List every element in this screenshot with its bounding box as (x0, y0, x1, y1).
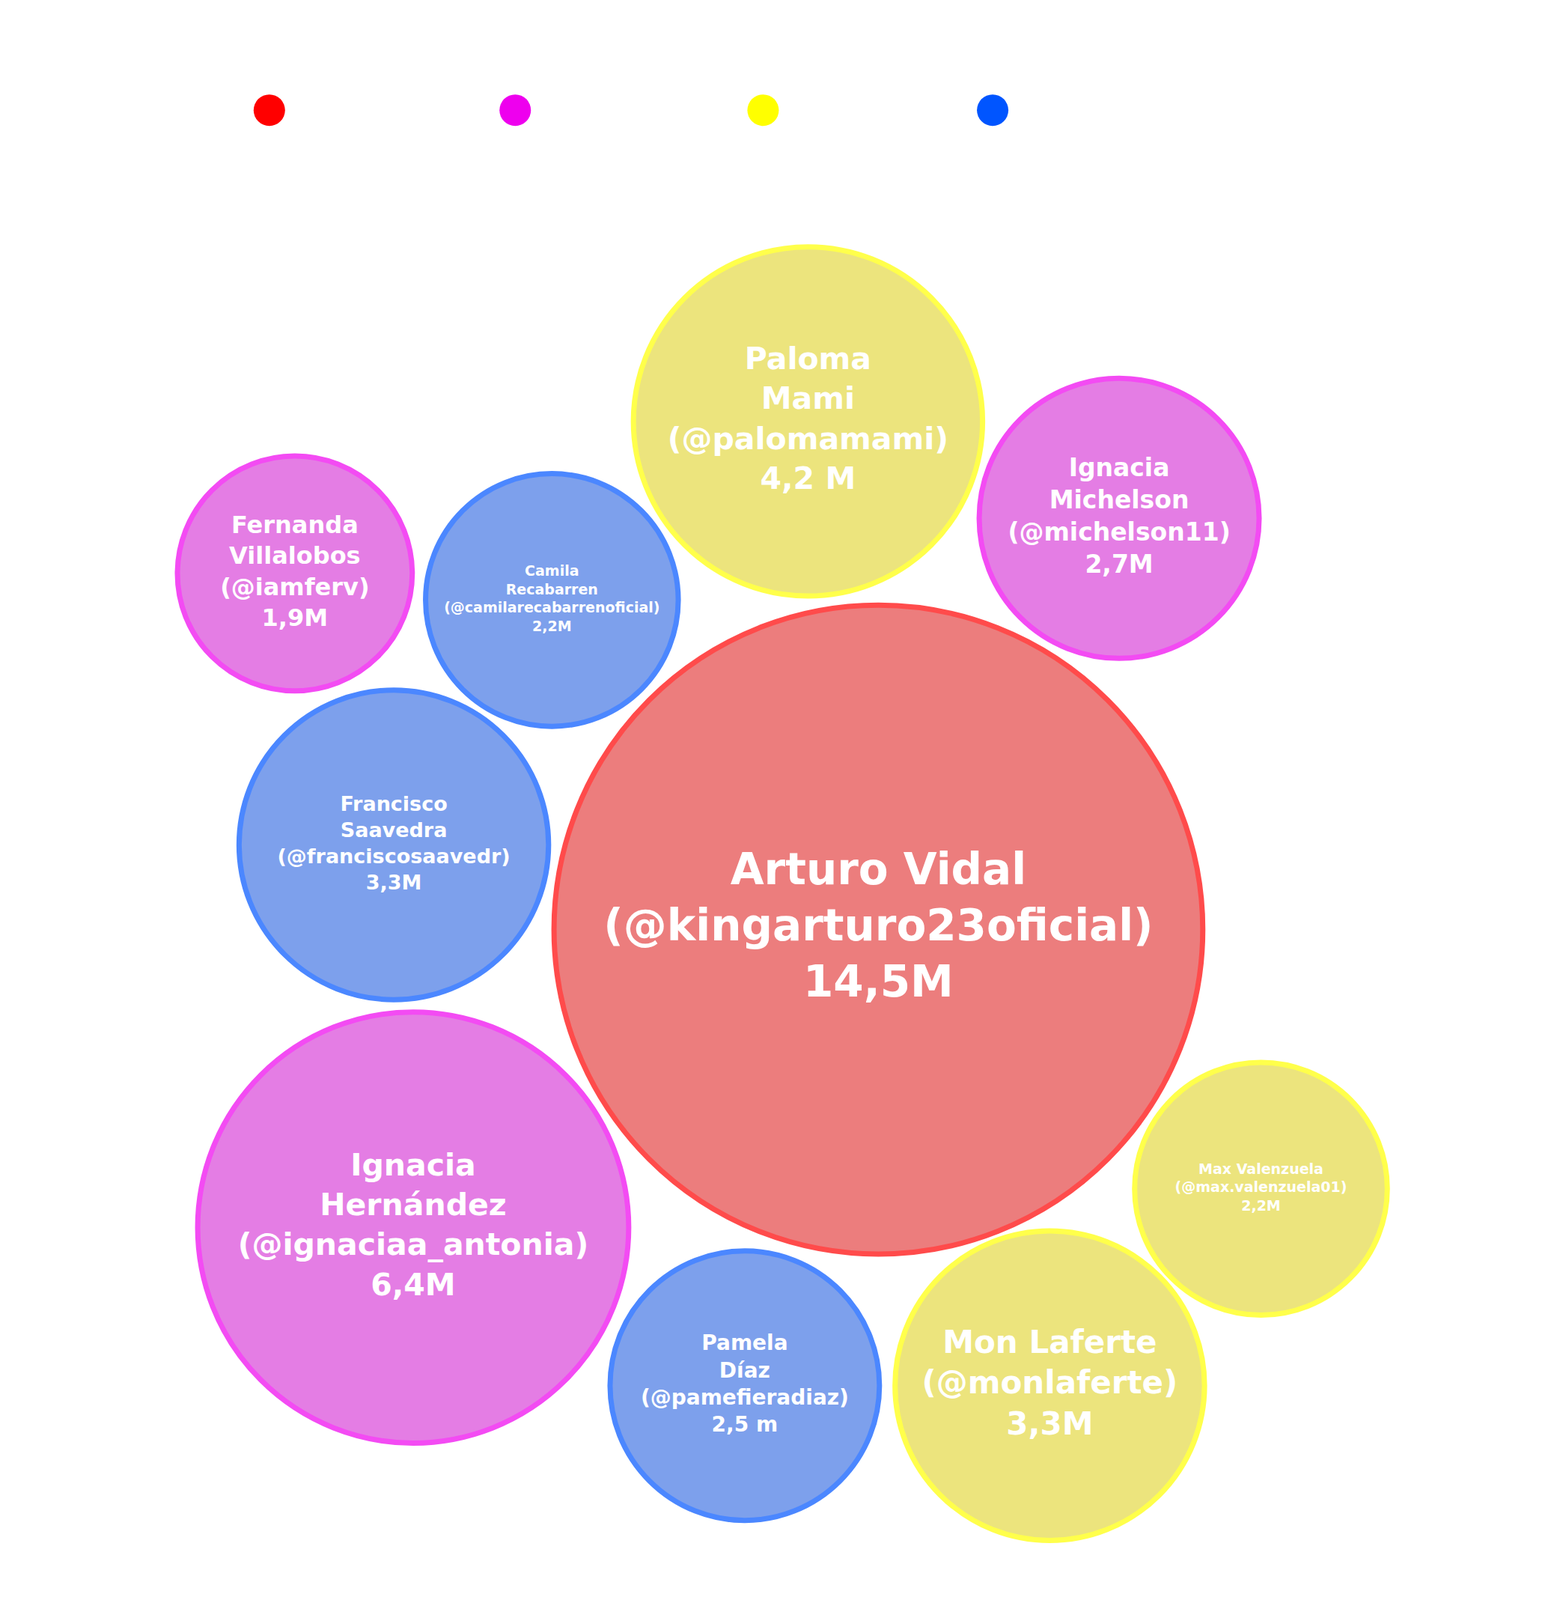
svg-text:Arturo Vidal(@kingarturo23ofic: Arturo Vidal(@kingarturo23oficial)14,5M (603, 843, 1153, 1008)
svg-text:IgnaciaMichelson(@michelson11): IgnaciaMichelson(@michelson11)2,7M (1007, 452, 1230, 579)
svg-text:IgnaciaHernández(@ignaciaa_ant: IgnaciaHernández(@ignaciaa_antonia)6,4M (238, 1146, 589, 1303)
svg-text:FranciscoSaavedra(@franciscosa: FranciscoSaavedra(@franciscosaavedr)3,3M (276, 791, 510, 894)
svg-text:PalomaMami(@palomamami)4,2 M: PalomaMami(@palomamami)4,2 M (667, 340, 949, 497)
svg-text:CamilaRecabarren(@camilarecaba: CamilaRecabarren(@camilarecabarrenoficia… (443, 562, 660, 635)
svg-text:Mon Laferte(@monlaferte)3,3M: Mon Laferte(@monlaferte)3,3M (922, 1323, 1179, 1442)
svg-text:Max Valenzuela(@max.valenzuela: Max Valenzuela(@max.valenzuela01)2,2M (1175, 1160, 1348, 1214)
svg-text:FernandaVillalobos(@iamferv)1,: FernandaVillalobos(@iamferv)1,9M (220, 510, 370, 633)
svg-text:PamelaDíaz(@pamefieradiaz)2,5: PamelaDíaz(@pamefieradiaz)2,5 m (640, 1330, 849, 1437)
